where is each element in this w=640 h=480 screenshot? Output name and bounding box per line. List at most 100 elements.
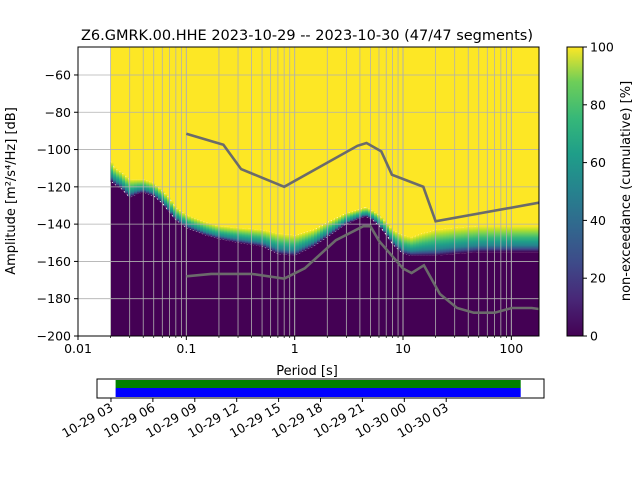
heatmap-band-column <box>119 171 123 189</box>
heatmap-band-column <box>338 216 342 229</box>
heatmap-band-column <box>347 212 351 224</box>
heatmap-band-column <box>458 227 462 254</box>
y-tick-label: −100 <box>37 142 71 157</box>
heatmap-band-column <box>353 210 357 221</box>
heatmap-band-column <box>386 223 390 238</box>
colorbar-label: non-exceedance (cumulative) [%] <box>619 81 634 301</box>
heatmap-band-column <box>524 225 528 253</box>
heatmap-band-column <box>329 220 333 235</box>
heatmap-band-column <box>221 226 225 240</box>
x-tick-label: 0.1 <box>176 341 196 356</box>
heatmap-band-column <box>197 219 201 233</box>
x-tick-label: 10 <box>395 341 411 356</box>
heatmap-band-column <box>203 221 207 235</box>
heatmap-band-column <box>314 228 318 246</box>
heatmap-band-column <box>362 208 366 218</box>
heatmap-band-column <box>167 196 171 212</box>
heatmap-band-column <box>482 225 486 253</box>
heatmap-band-column <box>110 162 114 182</box>
heatmap-band-column <box>413 236 417 256</box>
heatmap-band-column <box>533 225 537 253</box>
heatmap-band-column <box>467 226 471 253</box>
heatmap-band-column <box>359 209 363 219</box>
heatmap-band-column <box>491 225 495 253</box>
heatmap-band-column <box>278 233 282 255</box>
y-tick-label: −60 <box>45 67 71 82</box>
heatmap-band-column <box>404 235 408 255</box>
heatmap-band-column <box>368 208 372 219</box>
heatmap-band-column <box>227 226 231 241</box>
heatmap-band-column <box>284 234 288 255</box>
heatmap-band-column <box>200 220 204 234</box>
colorbar-tick-label: 80 <box>590 97 606 112</box>
heatmap-band-column <box>170 200 174 216</box>
chart-title: Z6.GMRK.00.HHE 2023-10-29 -- 2023-10-30 … <box>81 28 533 44</box>
heatmap-band-column <box>305 231 309 251</box>
heatmap-band-column <box>131 179 135 197</box>
heatmap-band-column <box>215 225 219 239</box>
heatmap-band-column <box>320 225 324 242</box>
heatmap-band-column <box>233 227 237 243</box>
heatmap-band-column <box>446 228 450 255</box>
y-tick-label: −120 <box>37 179 71 194</box>
colorbar <box>566 46 584 337</box>
heatmap-band-column <box>452 227 456 255</box>
heatmap-upper-region <box>110 47 539 238</box>
x-tick-label: 0.01 <box>64 341 92 356</box>
heatmap-band-column <box>308 230 312 249</box>
x-axis-label: Period [s] <box>276 364 338 379</box>
heatmap-band-column <box>116 169 120 187</box>
heatmap-band-column <box>344 213 348 225</box>
heatmap-band-column <box>461 227 465 254</box>
heatmap-band-column <box>464 227 468 254</box>
heatmap-band-column <box>515 225 519 253</box>
heatmap-band-column <box>266 231 270 250</box>
heatmap-lower-region <box>110 181 539 336</box>
heatmap-band-column <box>239 228 243 244</box>
heatmap-band-column <box>194 218 198 232</box>
heatmap-band-column <box>530 225 534 253</box>
heatmap-band-column <box>503 225 507 253</box>
y-tick-label: −200 <box>37 329 71 344</box>
heatmap-band-column <box>155 185 159 199</box>
grid-lines <box>78 47 539 336</box>
heatmap-band-column <box>257 229 261 246</box>
heatmap-band-column <box>419 234 423 256</box>
heatmap-band-column <box>416 235 420 256</box>
heatmap-band-column <box>455 227 459 254</box>
y-axis: −60 −80 −100 −120 −140 −160 −180 −200 <box>37 67 78 344</box>
heatmap-band-column <box>332 219 336 233</box>
heatmap-band-column <box>263 230 267 248</box>
heatmap-band-column <box>479 225 483 253</box>
heatmap-band-column <box>497 225 501 253</box>
heatmap-band-column <box>473 226 477 253</box>
heatmap-band-column <box>494 225 498 253</box>
heatmap-band-column <box>125 176 129 195</box>
heatmap-band-column <box>536 225 539 253</box>
heatmap-band-column <box>218 226 222 240</box>
heatmap-band-column <box>365 207 369 218</box>
x-axis: 0.01 0.1 1 10 100 <box>64 336 523 356</box>
heatmap-band-column <box>392 230 396 246</box>
heatmap-band-column <box>143 179 147 193</box>
heatmap-band-column <box>140 179 144 193</box>
heatmap-band-column <box>488 225 492 253</box>
y-tick-label: −180 <box>37 291 71 306</box>
heatmap-band-column <box>317 227 321 244</box>
heatmap-band-column <box>506 225 510 253</box>
heatmap-band-column <box>146 180 150 194</box>
heatmap-band-column <box>326 222 330 238</box>
colorbar-tick-label: 20 <box>590 271 606 286</box>
heatmap-band-column <box>380 217 384 230</box>
heatmap-band-column <box>176 208 180 222</box>
heatmap-band-column <box>449 228 453 255</box>
heatmap-band-column <box>188 216 192 230</box>
plot-frame <box>77 46 540 337</box>
heatmap-band-column <box>374 212 378 223</box>
heatmap-band-column <box>431 230 435 256</box>
heatmap-band-column <box>299 233 303 253</box>
heatmap-band-column <box>512 225 516 253</box>
heatmap-band-column <box>158 188 162 202</box>
